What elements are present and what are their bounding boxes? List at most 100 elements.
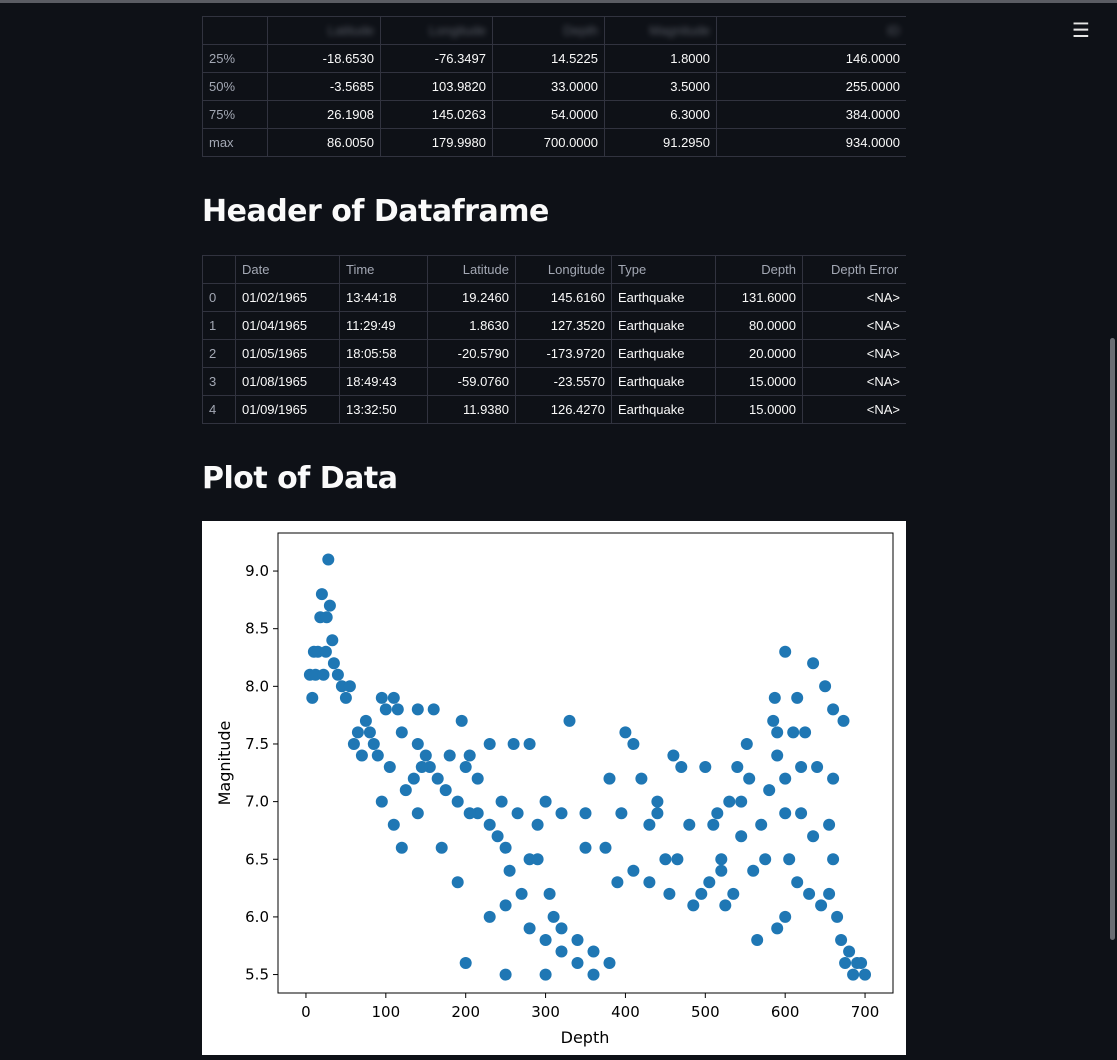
x-tick-label: 300 xyxy=(531,1003,560,1021)
table-cell[interactable]: <NA> xyxy=(802,395,906,424)
column-header[interactable]: Depth xyxy=(492,16,605,45)
table-cell[interactable]: 01/08/1965 xyxy=(235,367,340,396)
column-header[interactable]: Longitude xyxy=(380,16,493,45)
table-cell[interactable]: 255.0000 xyxy=(716,72,906,101)
scrollbar-thumb[interactable] xyxy=(1110,338,1115,940)
hamburger-menu-icon[interactable]: ☰ xyxy=(1072,20,1090,42)
table-cell[interactable]: 103.9820 xyxy=(380,72,493,101)
table-cell[interactable]: -76.3497 xyxy=(380,44,493,73)
column-header[interactable]: Date xyxy=(235,255,340,284)
table-cell[interactable]: 13:32:50 xyxy=(339,395,428,424)
column-header[interactable]: Depth Error xyxy=(802,255,906,284)
column-header[interactable]: Latitude xyxy=(267,16,381,45)
table-cell[interactable]: 20.0000 xyxy=(715,339,803,368)
table-cell[interactable]: 01/04/1965 xyxy=(235,311,340,340)
column-header[interactable]: Latitude xyxy=(427,255,516,284)
scatter-point xyxy=(317,668,330,681)
table-cell[interactable]: 13:44:18 xyxy=(339,283,428,312)
scrollbar[interactable] xyxy=(1108,0,1117,1055)
table-cell[interactable]: <NA> xyxy=(802,367,906,396)
scatter-point xyxy=(555,807,568,820)
table-cell[interactable]: 54.0000 xyxy=(492,100,605,129)
table-cell[interactable]: 934.0000 xyxy=(716,128,906,157)
table-cell[interactable]: 91.2950 xyxy=(604,128,717,157)
table-cell[interactable]: 11:29:49 xyxy=(339,311,428,340)
table-cell[interactable]: 6.3000 xyxy=(604,100,717,129)
table-cell[interactable]: <NA> xyxy=(802,283,906,312)
scatter-point xyxy=(715,864,728,877)
table-cell[interactable]: 146.0000 xyxy=(716,44,906,73)
table-cell[interactable]: 01/02/1965 xyxy=(235,283,340,312)
row-index: 2 xyxy=(202,339,236,368)
scatter-point xyxy=(843,945,856,958)
table-cell[interactable]: 18:49:43 xyxy=(339,367,428,396)
scatter-point xyxy=(507,738,520,750)
scatter-point xyxy=(483,818,496,831)
column-header[interactable]: ID xyxy=(716,16,906,45)
table-cell[interactable]: 86.0050 xyxy=(267,128,381,157)
column-header[interactable]: Magnitude xyxy=(604,16,717,45)
table-cell[interactable]: <NA> xyxy=(802,311,906,340)
table-cell[interactable]: 01/05/1965 xyxy=(235,339,340,368)
column-header[interactable]: Depth xyxy=(715,255,803,284)
scatter-point xyxy=(491,830,504,843)
scatter-point xyxy=(463,749,476,762)
scatter-point xyxy=(331,668,344,681)
table-cell[interactable]: 179.9980 xyxy=(380,128,493,157)
x-tick-label: 600 xyxy=(771,1003,800,1021)
table-cell[interactable]: -3.5685 xyxy=(267,72,381,101)
scatter-point xyxy=(783,853,796,866)
table-cell[interactable]: 145.0263 xyxy=(380,100,493,129)
table-cell[interactable]: <NA> xyxy=(802,339,906,368)
table-cell[interactable]: Earthquake xyxy=(611,283,716,312)
table-cell[interactable]: 384.0000 xyxy=(716,100,906,129)
column-header[interactable]: Longitude xyxy=(515,255,612,284)
x-tick-label: 400 xyxy=(611,1003,640,1021)
column-header[interactable]: Time xyxy=(339,255,428,284)
table-cell[interactable]: -20.5790 xyxy=(427,339,516,368)
table-cell[interactable]: Earthquake xyxy=(611,339,716,368)
table-cell[interactable]: -173.9720 xyxy=(515,339,612,368)
table-cell[interactable]: Earthquake xyxy=(611,311,716,340)
scatter-plot-image: 0 100 200 300 400 500 600 700 5.5 6.0 6.5 7.0 7.5 8.… xyxy=(202,521,906,1055)
section-title-plot: Plot of Data xyxy=(202,461,398,496)
table-cell[interactable]: 1.8000 xyxy=(604,44,717,73)
table-cell[interactable]: 14.5225 xyxy=(492,44,605,73)
table-cell[interactable]: 700.0000 xyxy=(492,128,605,157)
column-header[interactable]: Type xyxy=(611,255,716,284)
scatter-point xyxy=(563,714,576,727)
table-row: 4 01/09/1965 13:32:50 11.9380 126.4270 E… xyxy=(202,395,906,424)
table-cell[interactable]: 145.6160 xyxy=(515,283,612,312)
table-cell[interactable]: 80.0000 xyxy=(715,311,803,340)
table-cell[interactable]: 126.4270 xyxy=(515,395,612,424)
scatter-point xyxy=(419,749,432,762)
scatter-point xyxy=(811,761,824,773)
table-cell[interactable]: 15.0000 xyxy=(715,367,803,396)
table-cell[interactable]: -23.5570 xyxy=(515,367,612,396)
scatter-point xyxy=(795,761,808,773)
table-cell[interactable]: 1.8630 xyxy=(427,311,516,340)
y-tick-label: 9.0 xyxy=(245,562,269,580)
scatter-point xyxy=(463,807,476,820)
table-cell[interactable]: 3.5000 xyxy=(604,72,717,101)
table-cell[interactable]: 18:05:58 xyxy=(339,339,428,368)
table-cell[interactable]: Earthquake xyxy=(611,395,716,424)
table-cell[interactable]: 33.0000 xyxy=(492,72,605,101)
table-cell[interactable]: -59.0760 xyxy=(427,367,516,396)
table-cell[interactable]: 19.2460 xyxy=(427,283,516,312)
scatter-point xyxy=(587,945,600,958)
scatter-point xyxy=(723,795,736,808)
table-cell[interactable]: 01/09/1965 xyxy=(235,395,340,424)
scatter-point xyxy=(771,749,784,762)
table-cell[interactable]: 26.1908 xyxy=(267,100,381,129)
table-cell[interactable]: 127.3520 xyxy=(515,311,612,340)
scatter-point xyxy=(483,738,496,750)
scatter-point xyxy=(643,818,656,831)
table-cell[interactable]: Earthquake xyxy=(611,367,716,396)
table-cell[interactable]: -18.6530 xyxy=(267,44,381,73)
table-cell[interactable]: 131.6000 xyxy=(715,283,803,312)
scatter-point xyxy=(323,599,336,612)
table-cell[interactable]: 15.0000 xyxy=(715,395,803,424)
x-tick-label: 100 xyxy=(372,1003,401,1021)
table-cell[interactable]: 11.9380 xyxy=(427,395,516,424)
